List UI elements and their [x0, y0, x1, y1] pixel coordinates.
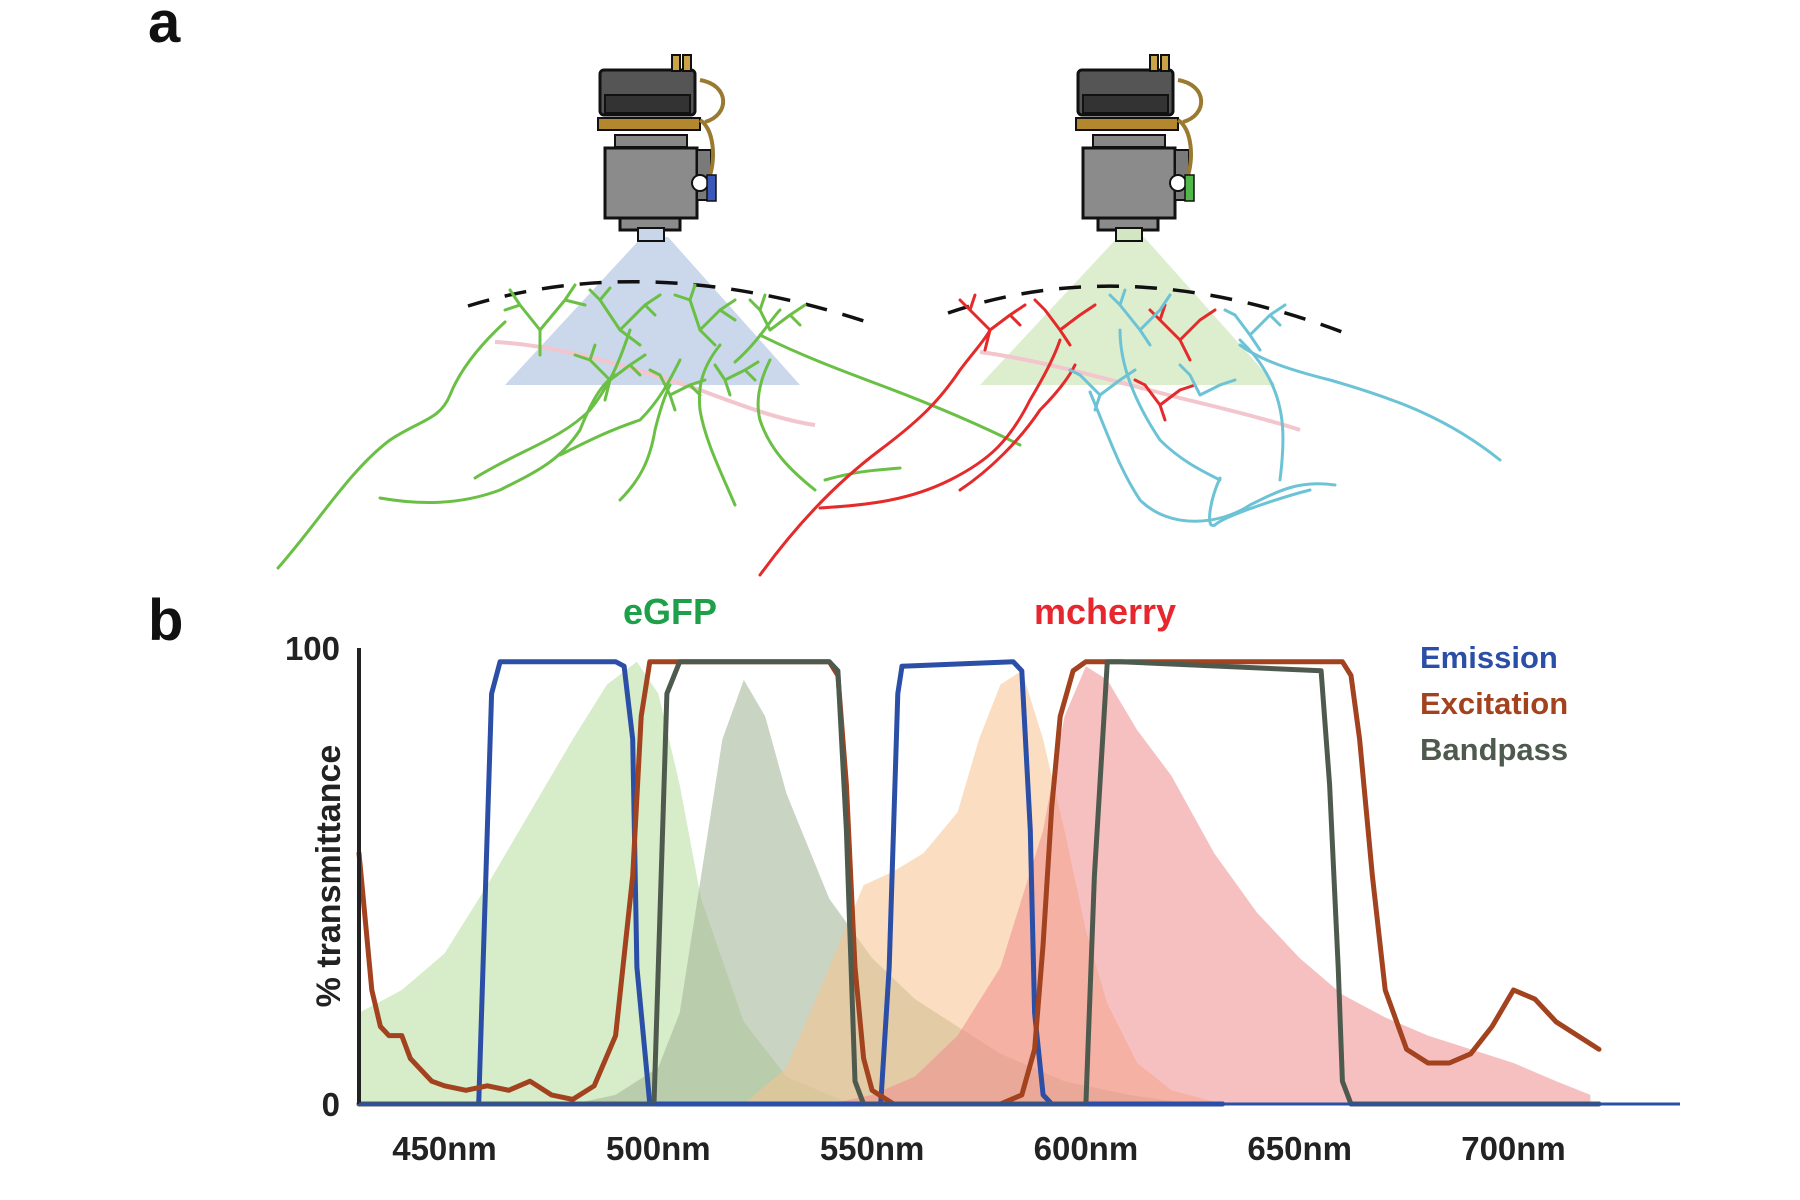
neurons-cyan [1068, 288, 1502, 527]
series-excitation-line-0 [356, 659, 1602, 1107]
spectra-areas [359, 661, 1591, 1104]
illustration-left [276, 54, 1022, 570]
x-tick-label: 450nm [392, 1130, 497, 1167]
legend-excitation: Excitation [1420, 686, 1568, 721]
y-axis-title: % transmittance [310, 745, 348, 1008]
y-tick-label: 100 [285, 630, 340, 667]
series-emission-line-0 [356, 659, 905, 1107]
x-tick-label: 600nm [1034, 1130, 1139, 1167]
microscope-left [597, 54, 726, 242]
legend-emission: Emission [1420, 640, 1558, 675]
x-tick-label: 650nm [1247, 1130, 1352, 1167]
y-tick-labels: 0 100 [285, 630, 340, 1123]
illustration-right [758, 54, 1502, 577]
brain-surface-left [467, 279, 871, 325]
legend-bandpass: Bandpass [1420, 732, 1568, 767]
spectrum-area-3 [829, 666, 1591, 1104]
panel-a-label: a [148, 0, 181, 55]
legend: Emission Excitation Bandpass [1420, 640, 1568, 767]
neurons-left [276, 283, 1022, 570]
y-tick-label: 0 [322, 1086, 340, 1123]
x-tick-label: 500nm [606, 1130, 711, 1167]
spectrum-area-1 [572, 679, 1193, 1104]
transmittance-chart: 450nm 500nm 550nm 600nm 650nm 700nm 0 100 % tr… [285, 591, 1680, 1167]
x-tick-label: 550nm [820, 1130, 925, 1167]
emission-filter-right [1184, 174, 1195, 202]
light-cone-right [980, 237, 1276, 385]
fluorophore-label-mcherry: mcherry [1034, 591, 1176, 632]
x-tick-labels: 450nm 500nm 550nm 600nm 650nm 700nm [392, 1130, 1566, 1167]
panel-b-label: b [148, 588, 183, 653]
microscope-right [1075, 54, 1204, 242]
fluorophore-label-egfp: eGFP [623, 591, 717, 632]
neurons-red [758, 293, 1217, 577]
brain-surface-right [947, 284, 1351, 337]
x-tick-label: 700nm [1461, 1130, 1566, 1167]
emission-filter-left [706, 174, 717, 202]
